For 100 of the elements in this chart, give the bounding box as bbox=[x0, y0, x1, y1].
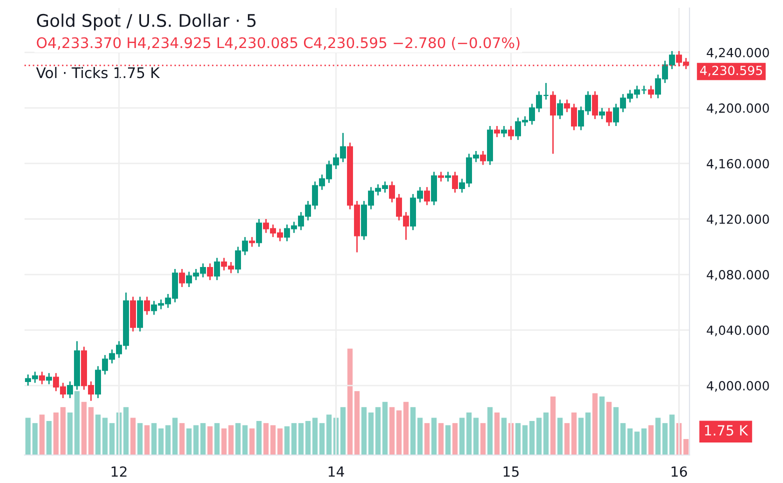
bar bbox=[529, 420, 535, 455]
bar bbox=[221, 428, 227, 455]
bar bbox=[578, 418, 584, 455]
bar bbox=[249, 428, 255, 455]
candlestick bbox=[144, 296, 150, 316]
bar bbox=[312, 418, 318, 455]
bar bbox=[361, 407, 367, 455]
bar bbox=[74, 391, 80, 455]
bar bbox=[592, 393, 598, 455]
bar bbox=[109, 423, 115, 455]
candlestick bbox=[494, 125, 500, 138]
y-tick-label: 4,120.000 bbox=[706, 214, 769, 226]
bar bbox=[368, 412, 374, 455]
candlestick bbox=[592, 90, 598, 120]
bar bbox=[655, 418, 661, 455]
candlestick bbox=[178, 268, 186, 288]
bar bbox=[298, 423, 304, 455]
bar bbox=[480, 423, 486, 455]
bar bbox=[200, 423, 206, 455]
bar bbox=[340, 407, 346, 455]
bar bbox=[683, 439, 689, 455]
bar bbox=[403, 402, 409, 455]
x-tick-label: 16 bbox=[672, 466, 687, 477]
x-tick-label: 15 bbox=[504, 466, 519, 477]
bar bbox=[95, 414, 101, 455]
candlestick bbox=[214, 257, 220, 281]
bar bbox=[669, 414, 675, 455]
candlestick bbox=[248, 236, 256, 248]
candlestick bbox=[550, 90, 556, 154]
bar bbox=[32, 423, 38, 455]
bar bbox=[487, 407, 493, 455]
bar bbox=[67, 412, 73, 455]
bar bbox=[438, 423, 444, 455]
bar bbox=[102, 418, 108, 455]
bar bbox=[60, 407, 66, 455]
bar bbox=[193, 425, 199, 455]
bar bbox=[172, 418, 178, 455]
bar bbox=[137, 423, 143, 455]
bar bbox=[123, 407, 129, 455]
bar bbox=[564, 423, 570, 455]
bar bbox=[291, 423, 297, 455]
bar bbox=[634, 432, 640, 455]
bar bbox=[375, 407, 381, 455]
bar bbox=[305, 420, 311, 455]
candlestick bbox=[256, 218, 262, 248]
bar bbox=[396, 410, 402, 455]
bar bbox=[613, 407, 619, 455]
candlestick bbox=[480, 150, 486, 166]
bar bbox=[158, 428, 164, 455]
candlestick bbox=[438, 171, 444, 182]
bar bbox=[459, 418, 465, 455]
bar bbox=[354, 391, 360, 455]
bar bbox=[284, 426, 290, 455]
bar bbox=[494, 412, 500, 455]
bar bbox=[207, 426, 213, 455]
x-tick-label: 12 bbox=[112, 466, 126, 477]
bar bbox=[88, 407, 94, 455]
ref-line-label: 4,230.595 bbox=[700, 66, 762, 76]
bar bbox=[235, 423, 241, 455]
y-tick-label: 4,000.000 bbox=[706, 381, 769, 392]
y-tick-label: 4,080.000 bbox=[706, 270, 769, 281]
bar bbox=[151, 423, 157, 455]
bar bbox=[431, 418, 437, 455]
bar bbox=[585, 412, 591, 455]
candlestick bbox=[424, 186, 430, 206]
bar bbox=[389, 407, 395, 455]
bar bbox=[382, 402, 388, 455]
bar bbox=[620, 423, 626, 455]
bar bbox=[599, 396, 605, 455]
candlestick bbox=[606, 107, 612, 127]
bar bbox=[536, 418, 542, 455]
bar bbox=[39, 414, 45, 455]
candlestick bbox=[206, 262, 214, 281]
bar bbox=[410, 407, 416, 455]
x-tick-label: 14 bbox=[328, 466, 344, 477]
bar bbox=[319, 423, 325, 455]
bar bbox=[277, 428, 283, 455]
bar bbox=[179, 423, 185, 455]
candlestick bbox=[648, 85, 654, 99]
bar bbox=[648, 425, 654, 455]
bar bbox=[130, 418, 136, 455]
bar bbox=[571, 412, 577, 455]
bar bbox=[186, 428, 192, 455]
bar bbox=[445, 425, 451, 455]
bar bbox=[557, 418, 563, 455]
bar bbox=[347, 348, 353, 455]
bar bbox=[270, 425, 276, 455]
candlestick bbox=[500, 125, 508, 138]
bar bbox=[627, 428, 633, 455]
annotation: Vol · Ticks 1.75 K bbox=[36, 66, 160, 78]
bar bbox=[214, 423, 220, 455]
candlestick bbox=[46, 372, 52, 385]
candlestick bbox=[38, 371, 46, 385]
bar bbox=[466, 412, 472, 455]
bar bbox=[424, 423, 430, 455]
candlestick bbox=[444, 171, 452, 182]
bar bbox=[543, 412, 549, 455]
bar bbox=[228, 425, 234, 455]
bar bbox=[263, 423, 269, 455]
bar bbox=[81, 402, 87, 455]
